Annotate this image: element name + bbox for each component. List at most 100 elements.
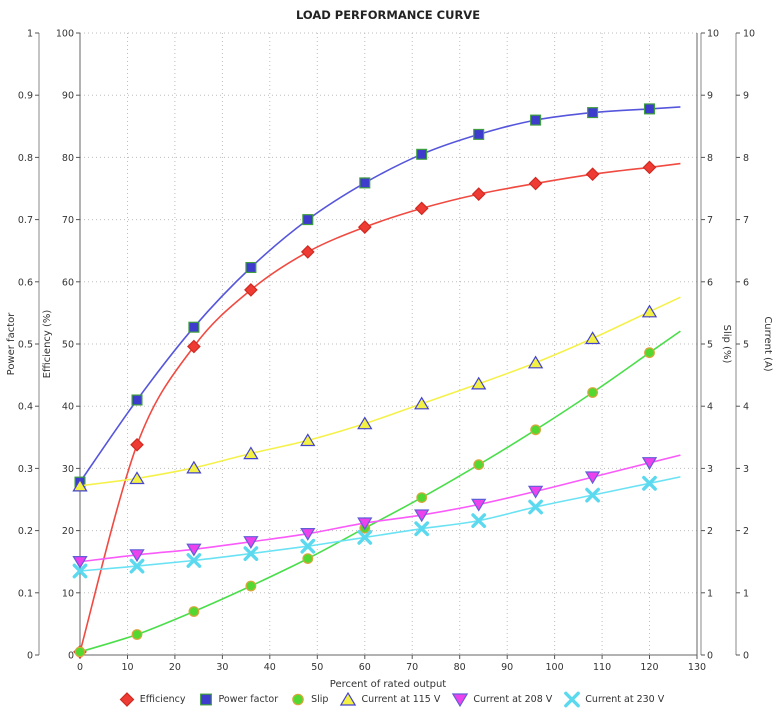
current-tick-label: 0 [743,651,749,662]
x-axis-title: Percent of rated output [330,679,447,690]
legend-item-efficiency: Efficiency [118,691,186,708]
power-factor-tick-label: 0.5 [18,340,33,351]
legend-label: Slip [311,693,329,705]
data-point-marker [416,492,428,504]
data-point-marker [243,546,259,561]
power-factor-axis-title: Power factor [6,312,17,376]
current-tick-label: 2 [743,526,749,537]
series-current-at-115-v [72,296,681,492]
data-point-marker [473,128,485,140]
data-point-marker [357,220,372,234]
data-point-marker [188,321,200,333]
efficiency-tick-label: 0 [68,651,74,662]
power-factor-tick-label: 0.9 [18,91,33,102]
data-point-marker [245,261,257,274]
data-point-marker [302,214,314,226]
data-point-marker [357,530,373,545]
data-point-marker [245,580,257,592]
data-point-marker [300,528,316,541]
data-point-marker [243,446,259,460]
data-point-marker [527,355,544,369]
data-point-marker [131,394,143,406]
legend-item-current-at-208-v: Current at 208 V [451,691,552,708]
current-tick-label: 8 [743,153,749,164]
data-point-marker [643,103,656,115]
data-point-marker [471,376,487,390]
data-point-marker [74,646,86,658]
data-point-marker [359,177,371,189]
power-factor-tick-label: 0.4 [18,402,33,413]
data-point-marker [186,553,202,568]
legend-label: Current at 230 V [585,693,665,705]
data-point-marker [186,460,202,474]
series-line [79,162,681,653]
current-tick-label: 6 [743,277,749,288]
data-point-marker [72,563,88,579]
series-efficiency [73,160,681,659]
data-point-marker [414,396,430,410]
current-tick-label: 7 [743,215,749,226]
efficiency-tick-label: 10 [62,588,74,599]
data-point-marker [414,521,430,537]
data-point-marker [641,457,658,470]
x-tick-label: 20 [169,662,181,673]
x-tick-label: 0 [77,662,83,673]
series-power-factor [74,103,681,488]
legend-marker-shape [119,691,135,707]
data-point-marker [302,553,314,564]
legend-marker-shape [199,693,212,705]
legend: Efficiency Power factor Slip Current at 115… [0,687,782,711]
legend-item-slip: Slip [289,691,328,708]
legend-marker-shape [340,691,357,706]
data-point-marker [187,339,201,354]
current-tick-label: 4 [743,402,749,413]
slip-tick-label: 2 [707,526,713,537]
current-axis-title: Current (A) [762,316,773,371]
data-point-marker [300,538,316,554]
data-point-marker [471,513,487,528]
power-factor-tick-label: 0 [27,651,33,662]
efficiency-tick-label: 60 [62,277,74,288]
data-point-marker [72,478,88,492]
power-factor-tick-label: 0.6 [18,277,33,288]
power-factor-tick-label: 0.8 [18,153,33,164]
x-tick-label: 50 [311,662,323,673]
series-current-at-230-v [72,475,681,579]
data-point-marker [129,471,145,485]
chart-title: LOAD PERFORMANCE CURVE [296,8,480,22]
x-tick-label: 30 [216,662,228,673]
legend-label: Power factor [218,693,279,705]
triangle-up-legend-marker-icon [340,691,357,706]
data-point-marker [72,556,88,569]
legend-label: Current at 115 V [361,693,441,705]
data-point-marker [530,424,541,436]
slip-tick-label: 4 [707,402,713,413]
series-slip [74,330,681,658]
efficiency-tick-label: 90 [62,91,74,102]
data-point-marker [644,347,655,359]
data-point-marker [129,558,145,574]
data-point-marker [357,416,373,430]
current-tick-label: 3 [743,464,749,475]
legend-marker-shape [564,691,581,707]
current-tick-label: 9 [743,91,749,102]
efficiency-axis-title: Efficiency (%) [42,310,53,379]
data-point-marker [584,331,601,345]
data-point-marker [300,433,316,447]
slip-tick-label: 6 [707,277,713,288]
diamond-legend-marker-icon [119,691,135,707]
data-point-marker [528,176,543,191]
data-point-marker [587,387,598,398]
axis-layer [35,32,740,659]
efficiency-tick-label: 20 [62,526,74,537]
legend-item-current-at-115-v: Current at 115 V [339,691,440,708]
slip-tick-label: 5 [707,340,713,351]
data-point-marker [416,148,428,160]
legend-marker-shape [452,692,469,707]
triangle-down-legend-marker-icon [452,692,469,707]
x-tick-label: 60 [359,662,371,673]
efficiency-tick-label: 50 [62,340,74,351]
x-tick-label: 70 [406,662,418,673]
series-line [79,476,681,572]
